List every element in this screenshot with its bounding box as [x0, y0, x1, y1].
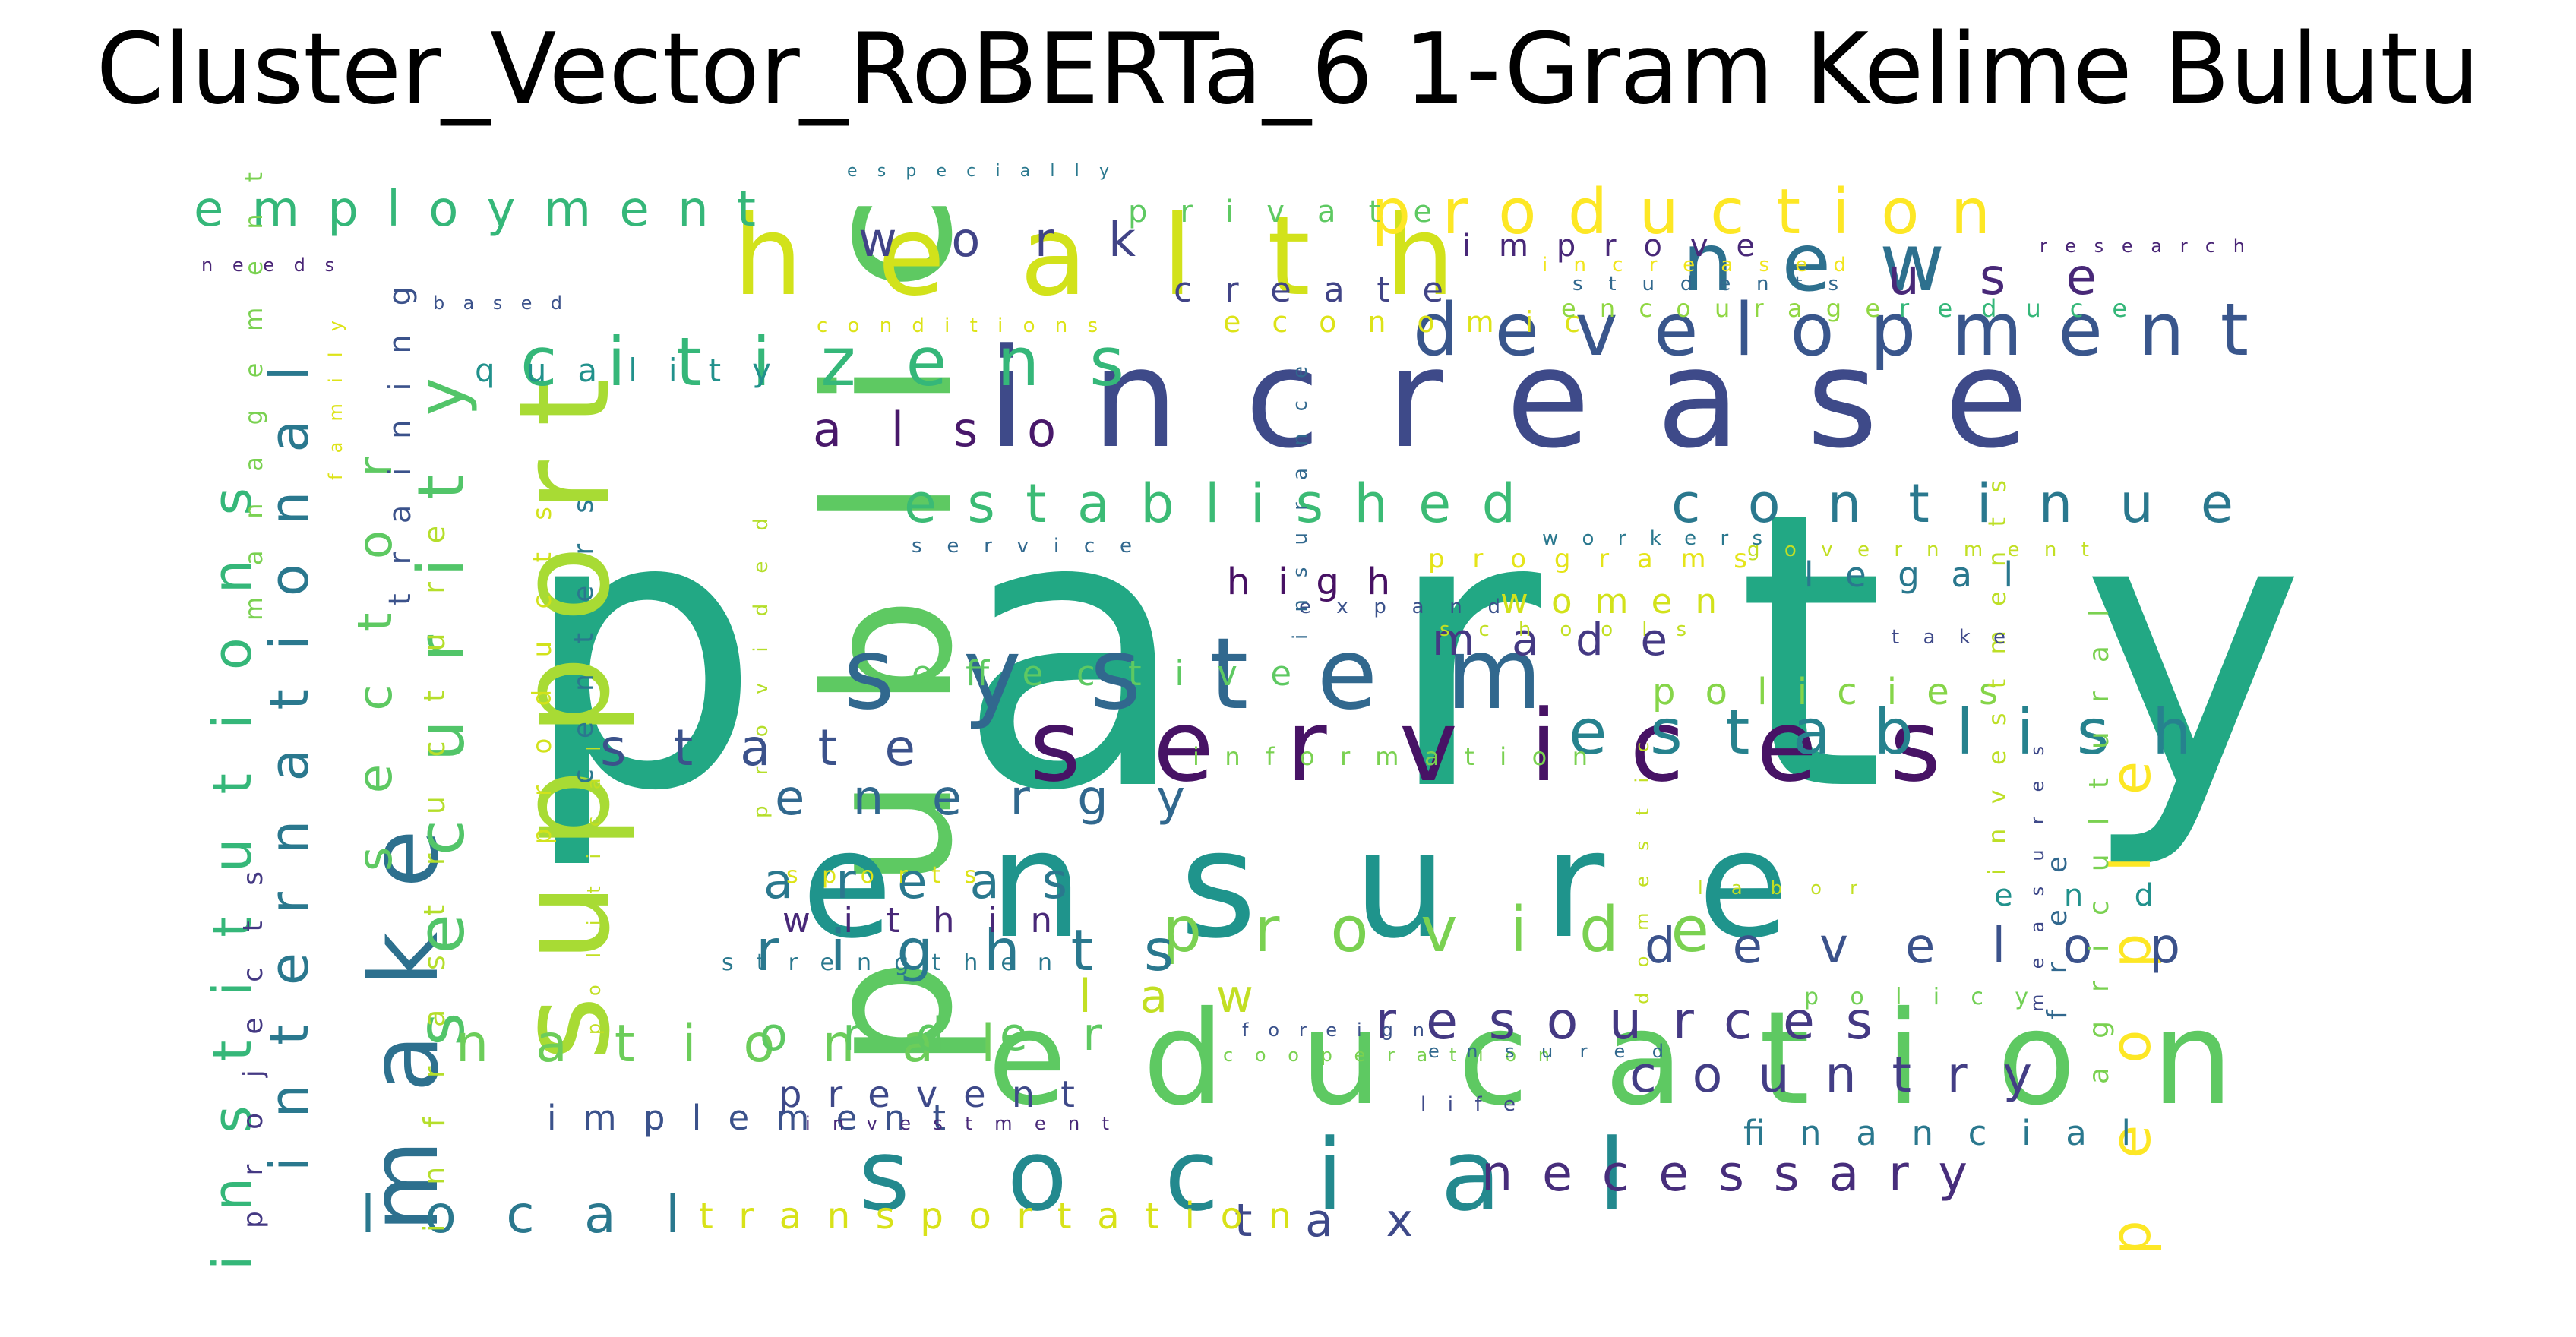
word-centers: centers: [568, 499, 599, 784]
word-law: law: [1079, 970, 1253, 1023]
word-country: country: [1629, 1047, 2032, 1104]
word-foreign: foreign: [1242, 1019, 1424, 1041]
word-ensured: ensured: [1428, 1041, 1664, 1062]
word-research: research: [2040, 235, 2245, 257]
word-domestic: domestic: [1632, 742, 1653, 1004]
word-security: security: [404, 378, 479, 1046]
word-provide: provide: [1162, 894, 1709, 966]
word-tax: tax: [1234, 1194, 1413, 1247]
word-increase: increase: [988, 320, 2028, 479]
word-employment: employment: [194, 182, 756, 238]
word-political: political: [583, 746, 605, 1035]
word-education: education: [988, 984, 2233, 1134]
figure-title: Cluster_Vector_RoBERTa_6 1-Gram Kelime B…: [96, 13, 2480, 126]
word-necessary: necessary: [1481, 1146, 1968, 1203]
word-end: end: [1994, 878, 2154, 913]
word-international: international: [258, 366, 321, 1171]
word-establish: establish: [1569, 697, 2192, 769]
word-schools: schools: [1440, 618, 1686, 641]
word-financial: financial: [1743, 1113, 2131, 1153]
word-improve: improve: [1462, 229, 1755, 264]
word-implement: implement: [547, 1098, 946, 1138]
word-national: national: [456, 1014, 995, 1074]
word-conditions: conditions: [817, 314, 1098, 337]
word-develop: develop: [1645, 918, 2180, 975]
word-cloud-canvas: partypublicensureeducationincreasesuppor…: [194, 162, 2306, 1270]
word-workers: workers: [1542, 527, 1762, 550]
word-made: made: [1432, 614, 1667, 665]
word-continue: continue: [1671, 473, 2233, 535]
word-encourage: encourage: [1561, 294, 1880, 323]
word-training: training: [383, 286, 418, 605]
word-support: support: [491, 378, 637, 1061]
word-especially: especially: [847, 162, 1109, 181]
word-new: new: [1683, 217, 1945, 309]
word-prevent: prevent: [779, 1073, 1075, 1116]
word-cloud: party public ensure education increase suppor…: [163, 146, 2420, 1297]
word-needs: needs: [201, 254, 334, 276]
word-citizens: citizens: [520, 323, 1124, 401]
word-family: family: [325, 321, 346, 480]
word-management: management: [239, 172, 268, 621]
word-based: based: [433, 292, 562, 314]
